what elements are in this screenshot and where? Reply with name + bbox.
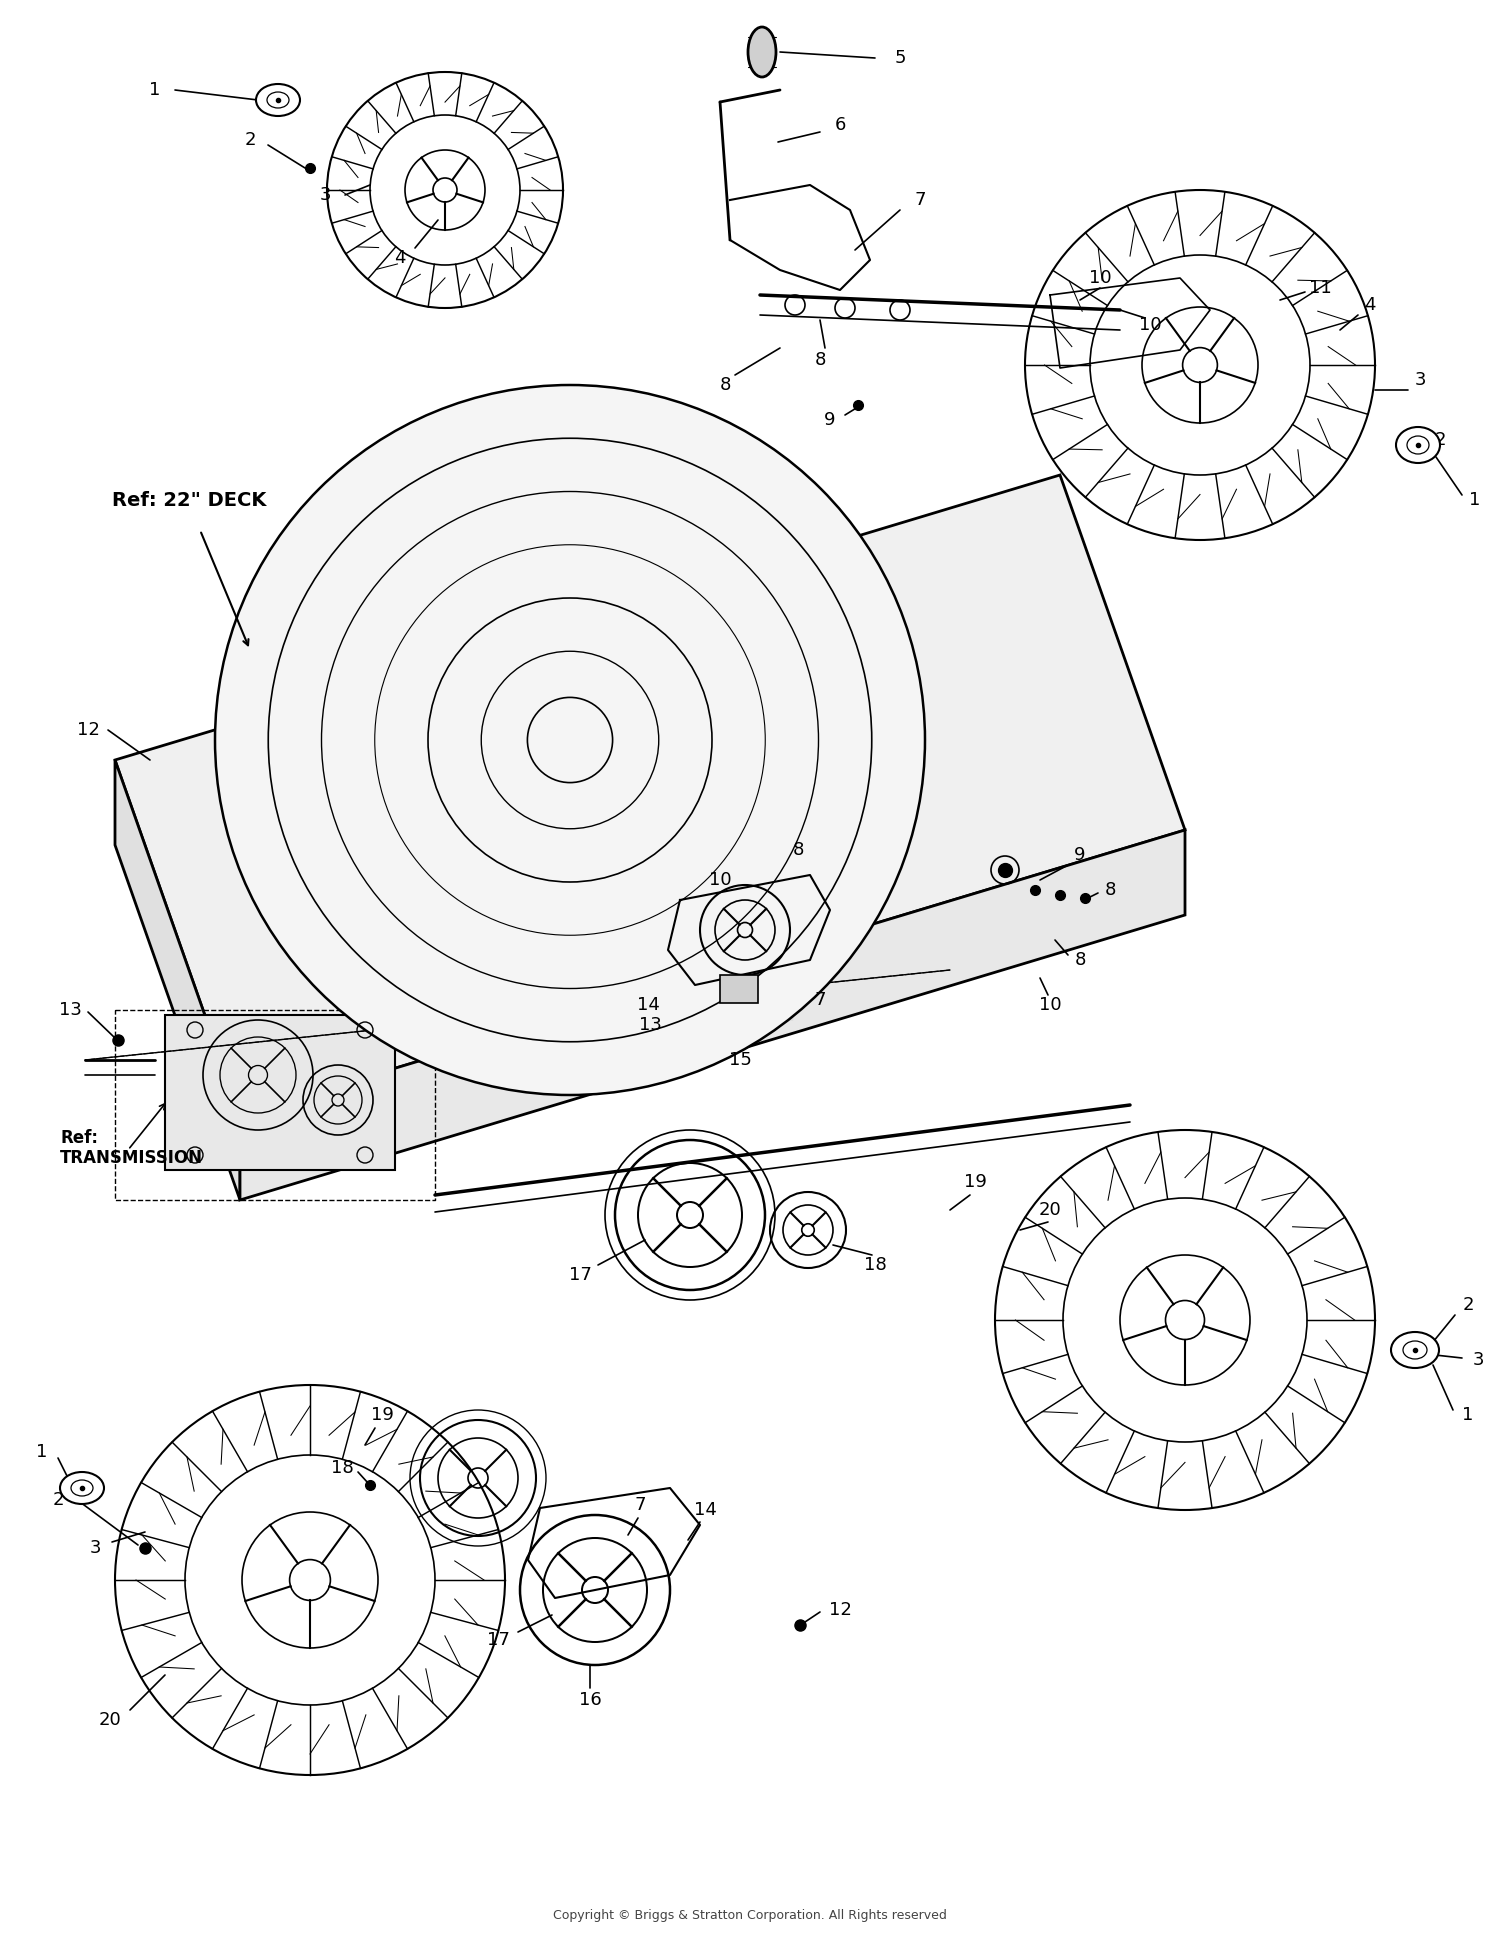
Text: 8: 8	[815, 352, 825, 369]
Polygon shape	[165, 1014, 394, 1170]
Text: 20: 20	[99, 1712, 122, 1729]
Polygon shape	[240, 830, 1185, 1201]
Text: 2: 2	[244, 130, 255, 150]
Text: 16: 16	[579, 1690, 602, 1710]
Text: 3: 3	[90, 1539, 101, 1556]
Text: 8: 8	[720, 377, 730, 394]
Circle shape	[214, 385, 926, 1096]
Text: 7: 7	[634, 1496, 645, 1514]
Text: 19: 19	[370, 1407, 393, 1424]
Text: 8: 8	[792, 841, 804, 859]
Text: 9: 9	[1074, 845, 1086, 865]
Text: 1: 1	[1462, 1407, 1473, 1424]
Text: 3: 3	[320, 187, 330, 204]
Text: 14: 14	[693, 1502, 717, 1519]
Text: 20: 20	[1038, 1201, 1062, 1218]
Text: 2: 2	[1462, 1296, 1473, 1313]
Text: 18: 18	[864, 1255, 886, 1275]
Text: Ref: 22" DECK: Ref: 22" DECK	[112, 490, 267, 509]
Ellipse shape	[60, 1473, 104, 1504]
Text: 1: 1	[150, 82, 160, 99]
Text: 17: 17	[568, 1267, 591, 1284]
Text: 3: 3	[1472, 1350, 1484, 1370]
Text: 15: 15	[729, 1051, 752, 1069]
Text: Ref:
TRANSMISSION: Ref: TRANSMISSION	[60, 1129, 202, 1168]
Polygon shape	[116, 474, 1185, 1115]
Text: 10: 10	[708, 870, 732, 890]
Ellipse shape	[748, 27, 776, 78]
Text: 4: 4	[394, 249, 405, 266]
Text: 14: 14	[636, 997, 660, 1014]
Text: 10: 10	[1089, 268, 1112, 288]
Text: 10: 10	[1038, 997, 1062, 1014]
Text: 2: 2	[53, 1490, 63, 1510]
Text: 12: 12	[828, 1601, 852, 1619]
Text: 8: 8	[1074, 950, 1086, 970]
Text: 5: 5	[894, 49, 906, 66]
Text: 3: 3	[1414, 371, 1425, 389]
Text: STRATTON: STRATTON	[354, 964, 807, 1038]
Text: 17: 17	[486, 1630, 510, 1650]
Text: 12: 12	[76, 721, 99, 738]
Text: 13: 13	[58, 1001, 81, 1018]
Text: 2: 2	[1434, 431, 1446, 449]
Ellipse shape	[1396, 427, 1440, 462]
Ellipse shape	[256, 84, 300, 117]
Text: 13: 13	[639, 1016, 662, 1034]
Polygon shape	[116, 760, 240, 1201]
Text: 11: 11	[1308, 280, 1332, 297]
Bar	[720, 975, 758, 1003]
Text: 6: 6	[834, 117, 846, 134]
Text: 9: 9	[825, 412, 836, 429]
Text: 7: 7	[914, 190, 926, 210]
Text: 10: 10	[1138, 317, 1161, 334]
Text: 1: 1	[1470, 492, 1480, 509]
Text: 19: 19	[963, 1174, 987, 1191]
Text: 4: 4	[1365, 295, 1376, 315]
Text: Copyright © Briggs & Stratton Corporation. All Rights reserved: Copyright © Briggs & Stratton Corporatio…	[554, 1908, 946, 1922]
Text: 8: 8	[1104, 880, 1116, 900]
Text: 7: 7	[815, 991, 825, 1008]
Text: 18: 18	[330, 1459, 354, 1477]
Ellipse shape	[1390, 1333, 1438, 1368]
Text: 1: 1	[36, 1444, 48, 1461]
